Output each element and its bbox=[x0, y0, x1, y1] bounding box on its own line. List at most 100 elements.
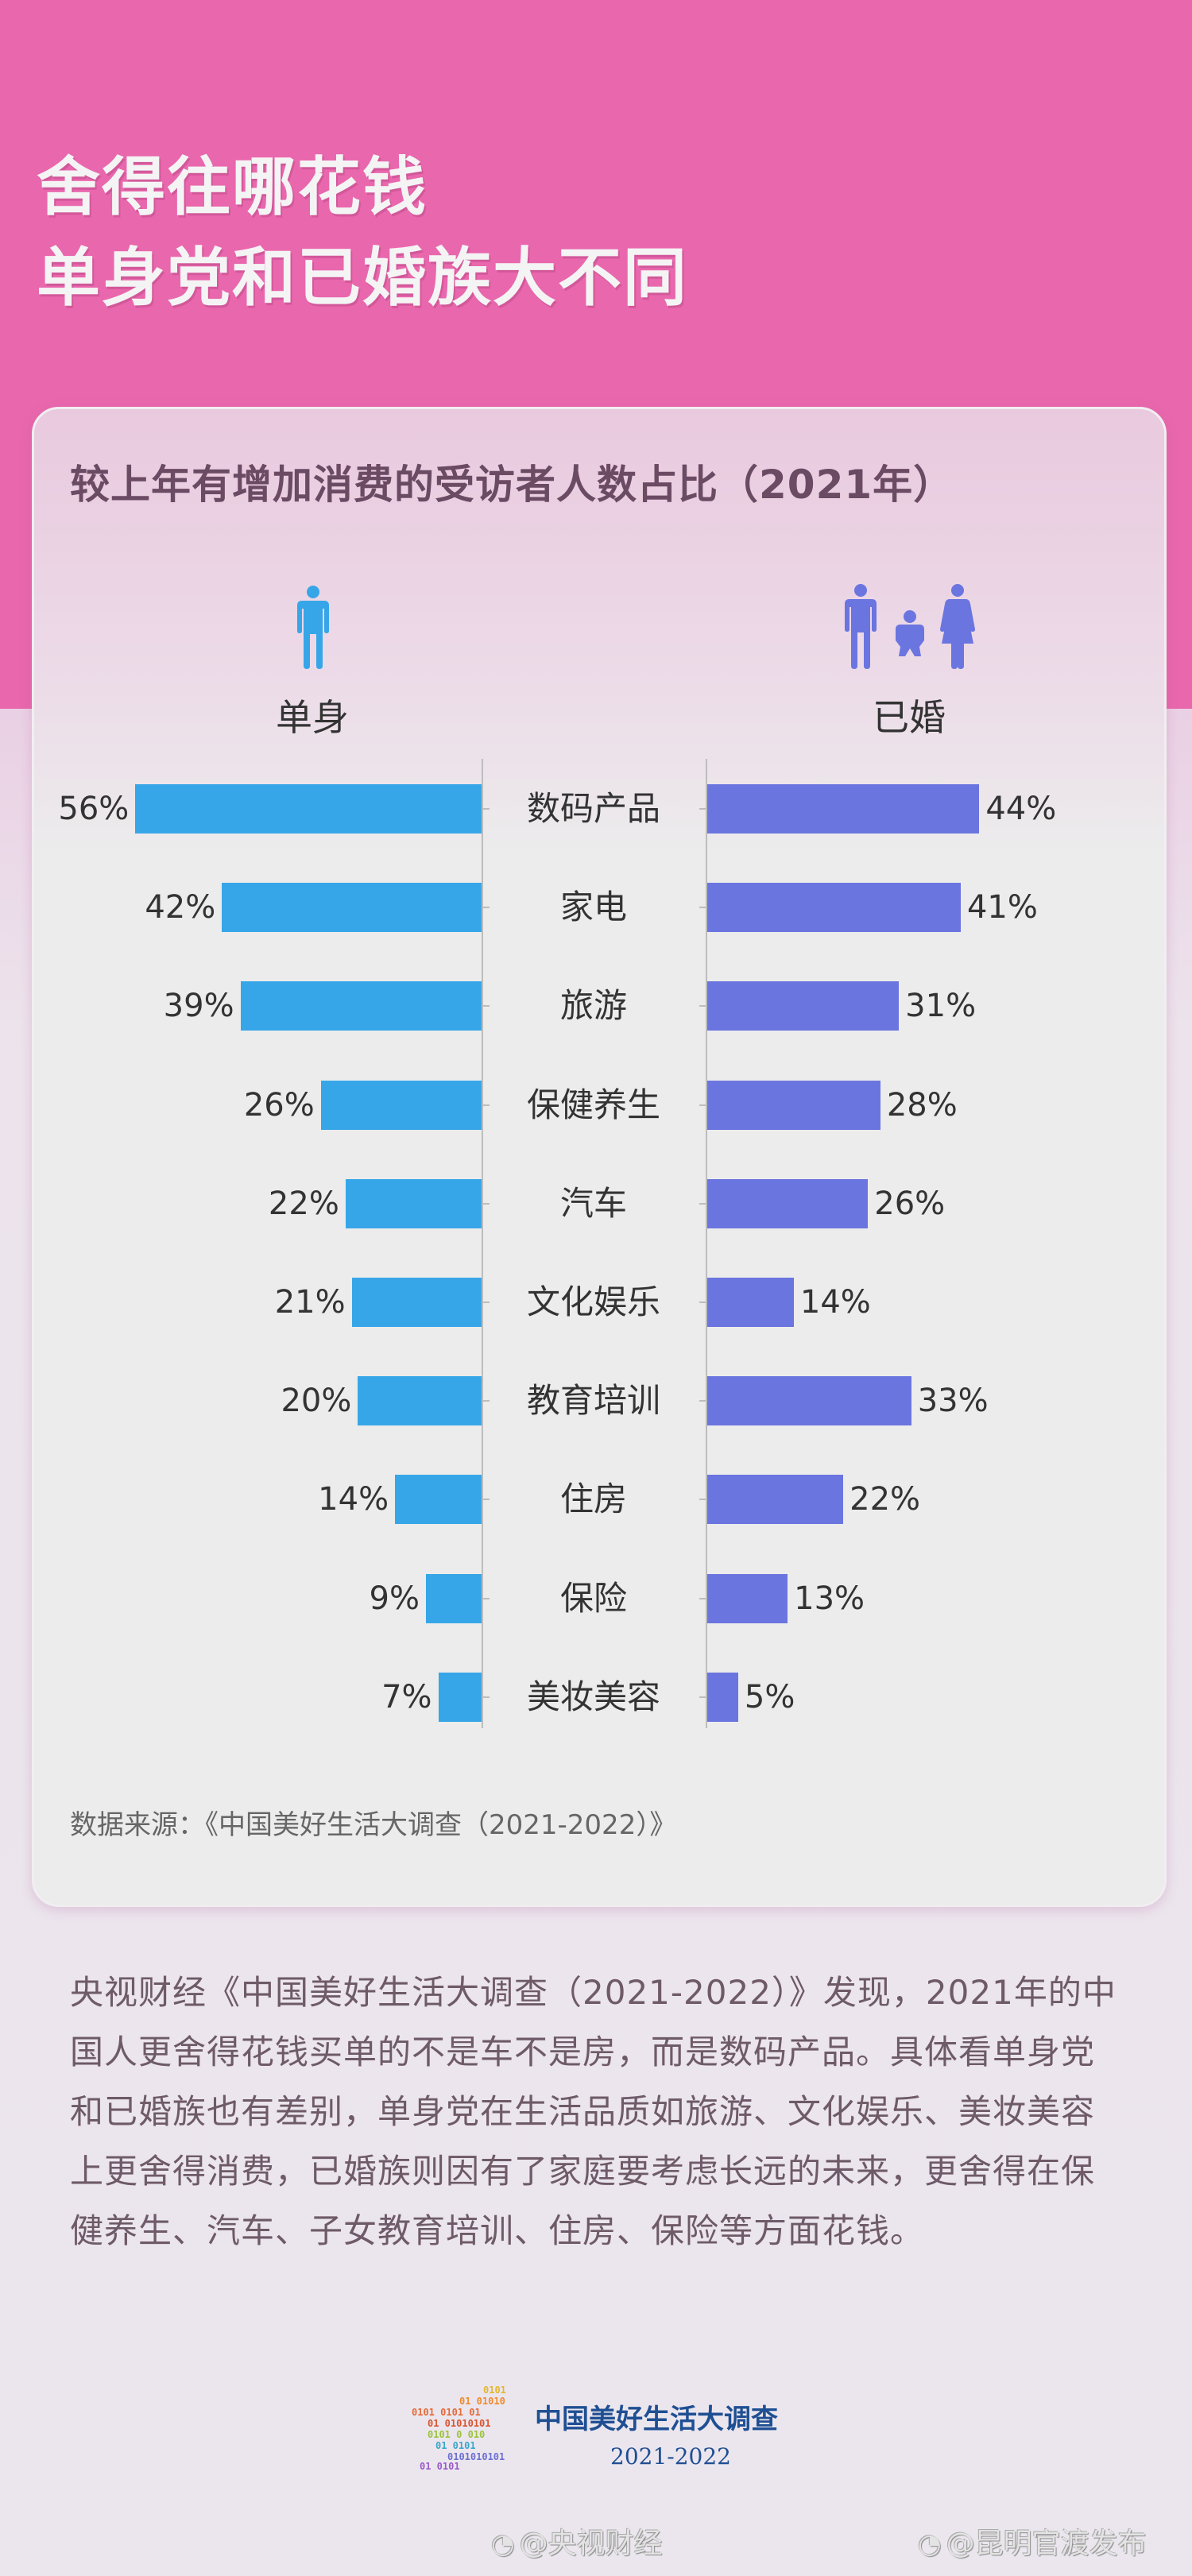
svg-text:01 0101: 01 0101 bbox=[435, 2440, 476, 2451]
single-value: 20% bbox=[281, 1383, 352, 1420]
single-bar bbox=[222, 883, 482, 933]
single-bar bbox=[358, 1376, 482, 1426]
category-label: 保险 bbox=[559, 1578, 627, 1618]
married-value: 28% bbox=[886, 1086, 958, 1124]
data-source: 数据来源：《中国美好生活大调查（2021-2022）》 bbox=[70, 1809, 677, 1841]
survey-logo-icon: 0101 01 01010 0101 0101 01 01 01010101 0… bbox=[412, 2385, 506, 2471]
single-value: 26% bbox=[243, 1086, 315, 1124]
category-label: 教育培训 bbox=[526, 1381, 660, 1421]
married-value: 22% bbox=[849, 1481, 921, 1518]
category-label: 美妆美容 bbox=[526, 1677, 660, 1716]
headline-line-1: 舍得往哪花钱 bbox=[37, 150, 428, 224]
single-bar bbox=[395, 1475, 482, 1525]
axis-tick bbox=[482, 1202, 490, 1205]
single-bar bbox=[320, 1080, 482, 1130]
axis-tick bbox=[699, 1302, 707, 1303]
chart-title: 较上年有增加消费的受访者人数占比（2021年） bbox=[70, 462, 954, 508]
category-label: 文化娱乐 bbox=[526, 1282, 660, 1321]
married-bar bbox=[707, 784, 980, 834]
axis-tick bbox=[482, 1696, 490, 1698]
watermark-left: ◔ @央视财经 bbox=[491, 2530, 663, 2559]
married-bar bbox=[707, 1278, 794, 1327]
right-axis-line bbox=[706, 759, 707, 1728]
chart-row: 39% 旅游 31% bbox=[0, 981, 1192, 1031]
axis-tick bbox=[699, 907, 707, 909]
married-value: 26% bbox=[874, 1185, 946, 1222]
svg-text:01 0101: 01 0101 bbox=[420, 2461, 460, 2471]
married-value: 33% bbox=[917, 1383, 989, 1420]
svg-text:01 01010: 01 01010 bbox=[459, 2396, 505, 2407]
married-bar bbox=[707, 981, 900, 1031]
category-label: 数码产品 bbox=[526, 789, 660, 828]
category-label: 家电 bbox=[559, 888, 627, 927]
married-value: 44% bbox=[985, 791, 1057, 827]
watermark-right-text: @昆明官渡发布 bbox=[946, 2528, 1147, 2560]
single-value: 21% bbox=[274, 1284, 346, 1321]
married-group-label: 已婚 bbox=[873, 696, 946, 739]
married-bar bbox=[707, 1178, 869, 1228]
axis-tick bbox=[699, 808, 707, 810]
chart-card bbox=[32, 407, 1167, 1907]
single-value: 56% bbox=[58, 791, 130, 827]
axis-tick bbox=[482, 907, 490, 909]
axis-tick bbox=[482, 808, 490, 810]
single-value: 22% bbox=[268, 1185, 339, 1222]
single-person-icon bbox=[297, 586, 329, 669]
svg-text:0101010101: 0101010101 bbox=[447, 2451, 505, 2462]
axis-tick bbox=[699, 1400, 707, 1402]
axis-tick bbox=[699, 1597, 707, 1599]
married-bar bbox=[707, 1376, 911, 1426]
weibo-icon: ◔ bbox=[491, 2528, 515, 2560]
axis-tick bbox=[482, 1302, 490, 1303]
svg-text:0101 0101 01: 0101 0101 01 bbox=[412, 2407, 481, 2418]
single-value: 7% bbox=[381, 1678, 432, 1715]
category-label: 住房 bbox=[559, 1479, 627, 1519]
logo-title: 中国美好生活大调查 bbox=[535, 2404, 778, 2435]
married-bar bbox=[707, 1080, 880, 1130]
watermark-right: ◔ @昆明官渡发布 bbox=[918, 2530, 1147, 2559]
married-value: 41% bbox=[966, 889, 1038, 926]
married-bar bbox=[707, 1672, 738, 1722]
chart-row: 14% 住房 22% bbox=[0, 1475, 1192, 1525]
married-bar bbox=[707, 1573, 788, 1623]
axis-tick bbox=[482, 1499, 490, 1501]
single-group-label: 单身 bbox=[276, 696, 349, 739]
single-value: 39% bbox=[163, 988, 234, 1025]
married-bar bbox=[707, 883, 961, 933]
chart-row: 21% 文化娱乐 14% bbox=[0, 1278, 1192, 1327]
left-axis-line bbox=[482, 759, 483, 1728]
married-value: 13% bbox=[794, 1580, 865, 1617]
married-bar bbox=[707, 1475, 844, 1525]
single-bar bbox=[351, 1278, 482, 1327]
axis-tick bbox=[482, 1597, 490, 1599]
headline-line-2: 单身党和已婚族大不同 bbox=[37, 241, 688, 315]
svg-text:01 01010101: 01 01010101 bbox=[428, 2418, 490, 2429]
axis-tick bbox=[699, 1696, 707, 1698]
chart-row: 26% 保健养生 28% bbox=[0, 1080, 1192, 1130]
single-value: 9% bbox=[369, 1580, 420, 1617]
axis-tick bbox=[699, 1499, 707, 1501]
married-value: 14% bbox=[799, 1284, 871, 1321]
chart-row: 22% 汽车 26% bbox=[0, 1178, 1192, 1228]
watermark-left-text: @央视财经 bbox=[519, 2528, 663, 2560]
chart-row: 56% 数码产品 44% bbox=[0, 784, 1192, 834]
single-bar bbox=[438, 1672, 482, 1722]
weibo-icon: ◔ bbox=[918, 2528, 942, 2560]
family-icon bbox=[845, 584, 975, 669]
axis-tick bbox=[699, 1202, 707, 1205]
svg-text:0101 0 010: 0101 0 010 bbox=[428, 2429, 485, 2440]
single-value: 14% bbox=[318, 1481, 389, 1518]
axis-tick bbox=[699, 1005, 707, 1008]
category-label: 汽车 bbox=[559, 1183, 627, 1223]
chart-row: 9% 保险 13% bbox=[0, 1573, 1192, 1623]
chart-row: 42% 家电 41% bbox=[0, 883, 1192, 933]
category-label: 保健养生 bbox=[526, 1085, 660, 1124]
single-bar bbox=[135, 784, 482, 834]
axis-tick bbox=[482, 1104, 490, 1106]
chart-row: 20% 教育培训 33% bbox=[0, 1376, 1192, 1426]
single-value: 42% bbox=[145, 889, 216, 926]
logo-year: 2021-2022 bbox=[610, 2443, 731, 2470]
axis-tick bbox=[482, 1005, 490, 1008]
single-bar bbox=[425, 1573, 482, 1623]
category-label: 旅游 bbox=[559, 986, 627, 1026]
